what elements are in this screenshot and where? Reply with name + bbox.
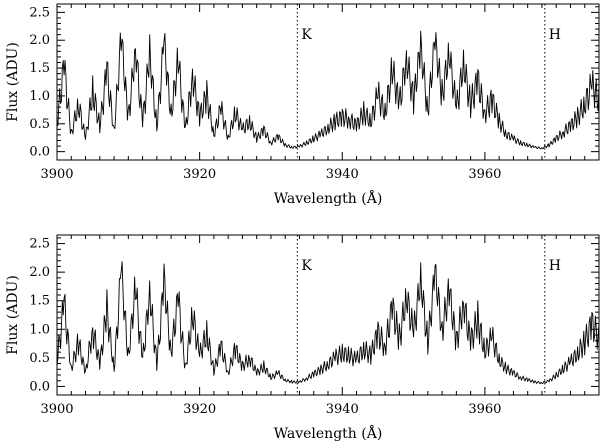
y-axis-title: Flux (ADU) [5, 42, 21, 122]
marker-label-h: H [549, 27, 561, 43]
x-tick-label: 3900 [40, 402, 73, 417]
y-tick-label: 1.5 [29, 61, 50, 76]
y-tick-label: 1.0 [29, 322, 50, 337]
y-axis-title: Flux (ADU) [5, 275, 21, 355]
x-tick-label: 3960 [468, 167, 501, 182]
y-tick-label: 0.5 [29, 351, 50, 366]
y-tick-label: 2.5 [29, 5, 50, 20]
x-tick-label: 3960 [468, 402, 501, 417]
marker-label-k: K [301, 258, 312, 274]
x-axis-title: Wavelength (Å) [274, 424, 383, 442]
x-tick-label: 3940 [326, 402, 359, 417]
spectrum-panel-top: 3900 3920 3940 3960 0.0 0.5 1.0 1.5 2.0 2.5 Wavele… [5, 3, 600, 207]
y-tick-label: 0.0 [29, 379, 50, 394]
y-tick-label: 2.0 [29, 33, 50, 48]
x-tick-label: 3920 [183, 167, 216, 182]
marker-label-h: H [549, 258, 561, 274]
x-tick-label: 3920 [183, 402, 216, 417]
spectrum-panel-bottom: 3900 3920 3940 3960 0.0 0.5 1.0 1.5 2.0 2.5 Wavele… [5, 234, 600, 442]
x-tick-label: 3900 [40, 167, 73, 182]
y-tick-label: 1.5 [29, 294, 50, 309]
spectrum-line-bottom [56, 261, 600, 385]
y-tick-label: 2.5 [29, 237, 50, 252]
x-axis-title: Wavelength (Å) [274, 189, 383, 207]
spectrum-line-top [56, 30, 600, 150]
marker-label-k: K [301, 27, 312, 43]
y-tick-label: 2.0 [29, 265, 50, 280]
y-tick-label: 0.5 [29, 117, 50, 132]
y-tick-label: 1.0 [29, 89, 50, 104]
y-tick-label: 0.0 [29, 145, 50, 160]
x-tick-label: 3940 [326, 167, 359, 182]
